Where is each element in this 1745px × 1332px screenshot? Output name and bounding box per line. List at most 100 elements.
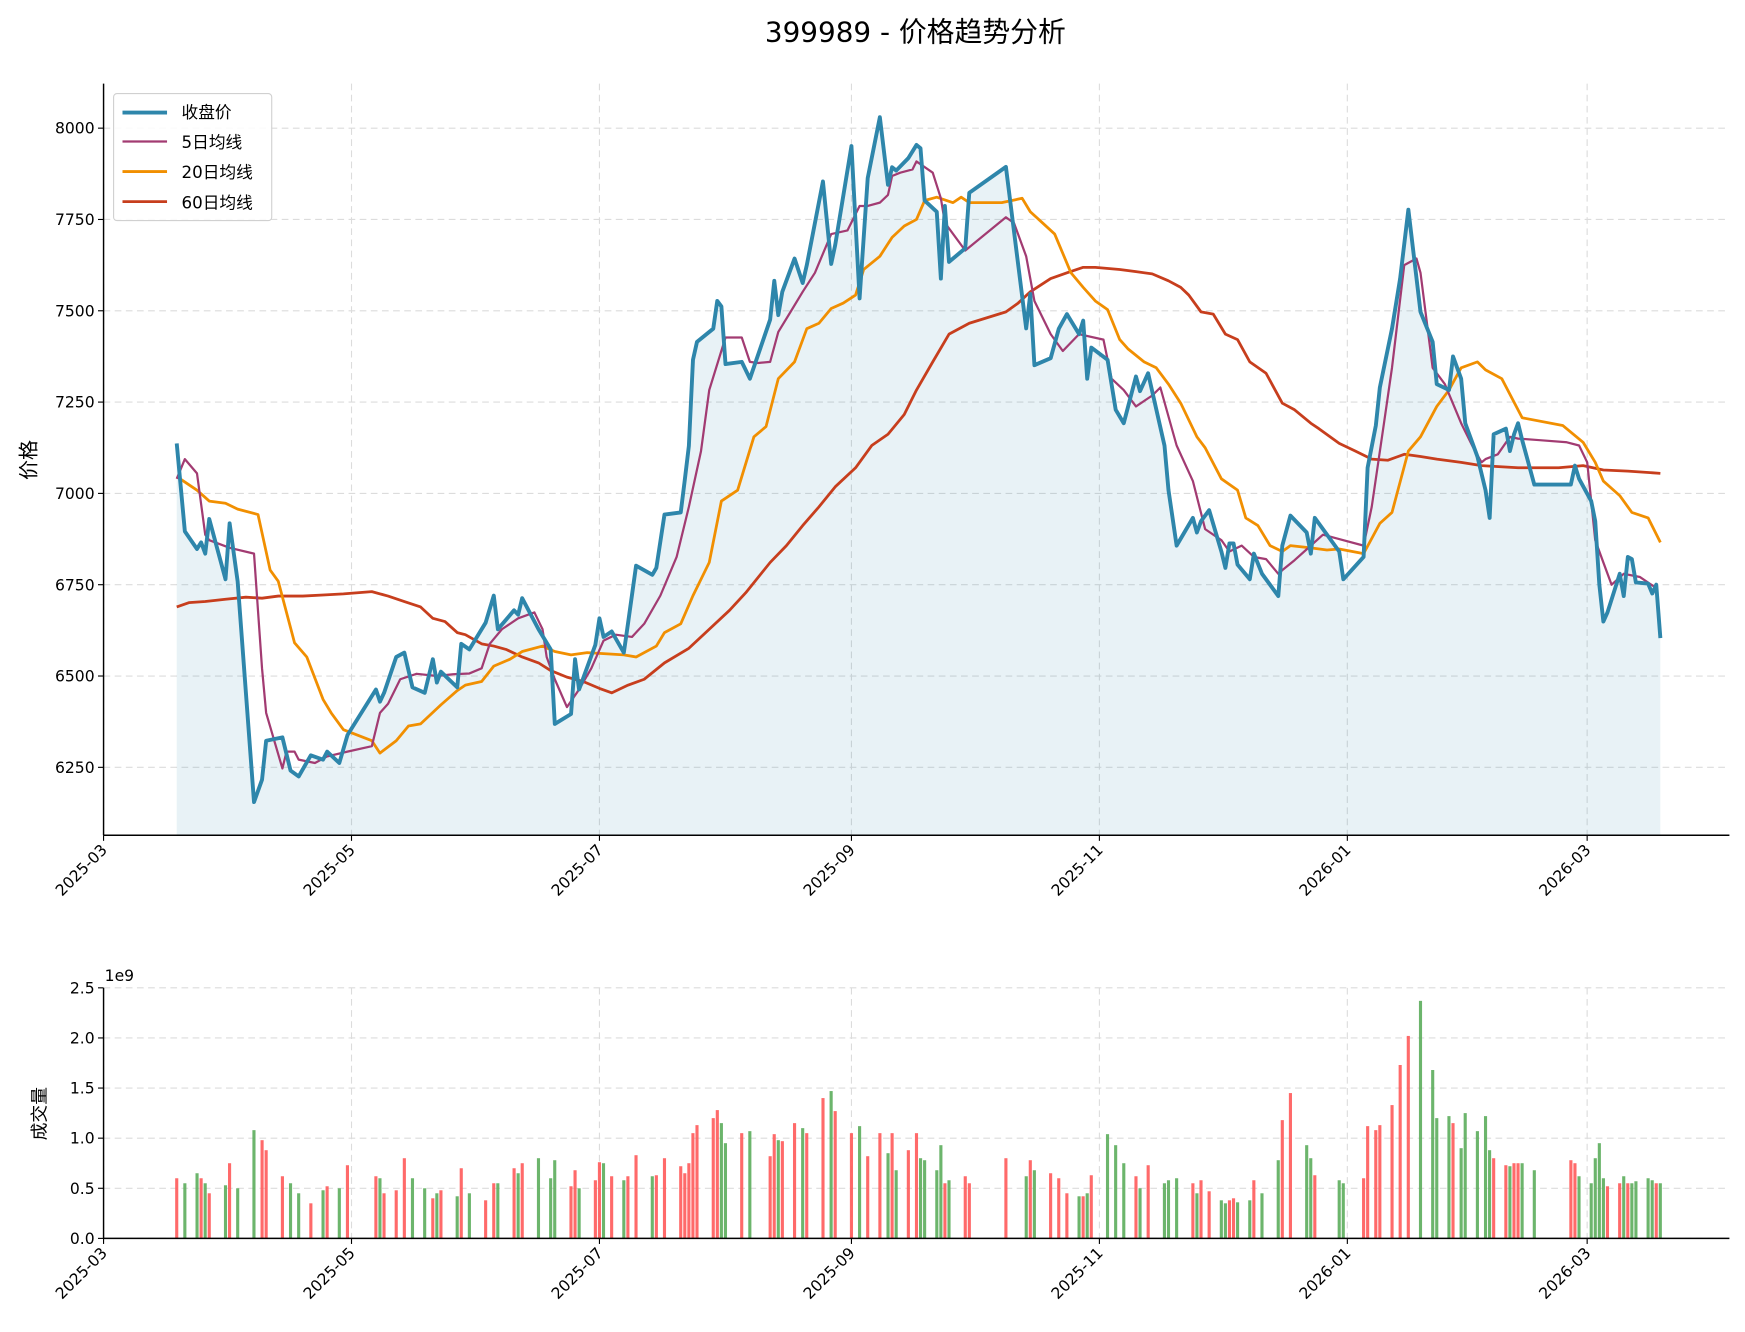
volume-bar [337, 1188, 341, 1239]
volume-bar [1223, 1203, 1227, 1239]
volume-bar [1309, 1158, 1313, 1239]
volume-bar [829, 1091, 833, 1239]
volume-bar [345, 1165, 349, 1239]
volume-bar [1374, 1130, 1378, 1239]
volume-bar [967, 1183, 971, 1239]
volume-bar [1288, 1093, 1292, 1239]
volume-bar [1313, 1175, 1317, 1239]
volume-bar [943, 1183, 947, 1239]
volume-bar [723, 1143, 728, 1239]
volume-bar [1219, 1200, 1223, 1239]
volume-bar [923, 1160, 927, 1239]
volume-bar [1089, 1175, 1093, 1239]
volume-y-tick-label: 1.5 [70, 1080, 95, 1098]
volume-bar [1341, 1183, 1345, 1239]
volume-bar [1207, 1191, 1211, 1239]
volume-bar [1475, 1131, 1479, 1239]
volume-bar [1166, 1180, 1171, 1239]
volume-bar [792, 1123, 797, 1239]
price-x-tick-label: 2025-05 [300, 841, 359, 900]
volume-bar [1658, 1183, 1662, 1239]
legend-label-ma60: 60日均线 [182, 192, 254, 212]
volume-bar [1463, 1113, 1467, 1239]
volume-bar [321, 1190, 325, 1239]
volume-bar [687, 1163, 691, 1239]
volume-bar [378, 1178, 382, 1239]
volume-bar [1105, 1134, 1110, 1239]
volume-bar [1366, 1126, 1370, 1239]
price-y-tick-label: 6750 [55, 576, 95, 594]
volume-bar [695, 1125, 699, 1239]
volume-bar [1601, 1178, 1605, 1239]
volume-bar [1512, 1163, 1516, 1239]
volume-x-tick-label: 2026-03 [1536, 1244, 1595, 1303]
volume-bar [402, 1158, 406, 1239]
price-series [174, 115, 1663, 805]
price-y-tick-label: 6500 [55, 668, 95, 686]
legend-box [113, 93, 273, 222]
price-y-tick-label: 7250 [55, 394, 95, 412]
volume-bar [1451, 1123, 1455, 1239]
volume-bar [309, 1203, 313, 1239]
volume-bar [662, 1158, 667, 1239]
volume-bar [634, 1155, 638, 1239]
volume-bar [536, 1158, 541, 1239]
volume-bar [1199, 1180, 1203, 1239]
volume-bar [484, 1200, 488, 1239]
volume-bar [1618, 1183, 1622, 1239]
volume-bar [1390, 1105, 1394, 1239]
volume-bar [1134, 1176, 1138, 1239]
price-x-tick-label: 2026-03 [1536, 841, 1595, 900]
price-grid [103, 83, 1730, 836]
chart-title: 399989 - 价格趋势分析 [765, 15, 1066, 48]
volume-bar [719, 1123, 723, 1239]
volume-bar [821, 1098, 825, 1239]
legend-label-ma20: 20日均线 [182, 162, 254, 182]
volume-bar [1622, 1176, 1626, 1239]
volume-bar [768, 1156, 772, 1239]
close-price-line-group [174, 115, 1663, 805]
volume-bar [1195, 1193, 1199, 1239]
volume-bar [223, 1185, 228, 1239]
volume-bar [622, 1180, 626, 1239]
volume-bar [467, 1193, 471, 1239]
volume-bar [1077, 1196, 1081, 1239]
volume-bar [195, 1173, 199, 1239]
volume-bars [175, 1000, 1662, 1239]
volume-bar [805, 1133, 809, 1239]
volume-bar [597, 1162, 602, 1239]
volume-bar [715, 1110, 719, 1239]
volume-bar [459, 1168, 463, 1239]
volume-bar [455, 1196, 459, 1239]
volume-y-tick-label: 0.0 [70, 1230, 95, 1248]
volume-bar [1431, 1070, 1435, 1239]
volume-bar [1276, 1160, 1280, 1239]
ma5-line [175, 160, 1657, 770]
volume-bar [1593, 1158, 1597, 1239]
volume-bar [691, 1133, 695, 1239]
volume-bar [1122, 1163, 1126, 1239]
volume-bar [1049, 1173, 1053, 1239]
volume-bar [748, 1131, 752, 1239]
volume-bar [1175, 1178, 1179, 1239]
volume-bar [939, 1145, 943, 1239]
volume-bar [1634, 1181, 1638, 1239]
volume-bar [577, 1188, 581, 1239]
volume-bar [1065, 1193, 1069, 1239]
volume-bar [236, 1188, 240, 1239]
volume-x-tick-label: 2025-11 [1048, 1244, 1107, 1303]
volume-bar [1028, 1160, 1032, 1239]
volume-bar [610, 1176, 614, 1239]
volume-bar [549, 1178, 553, 1239]
volume-bar [1231, 1198, 1236, 1239]
volume-bar [1589, 1183, 1593, 1239]
price-x-tick-label: 2025-09 [800, 841, 859, 900]
volume-bar [280, 1176, 284, 1239]
volume-bar [1577, 1176, 1581, 1239]
volume-bar [1626, 1183, 1630, 1239]
volume-bar [288, 1183, 293, 1239]
volume-bar [203, 1183, 207, 1239]
volume-bar [260, 1140, 264, 1239]
price-x-tick-label: 2025-07 [548, 841, 607, 900]
volume-bar [431, 1198, 435, 1239]
